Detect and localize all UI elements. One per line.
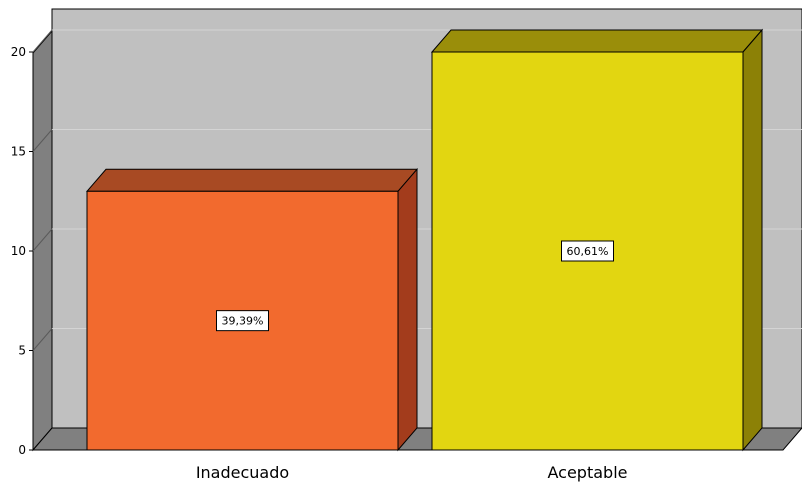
bar-top-face: [85, 168, 419, 192]
y-axis: 0 5 10 15 20: [11, 45, 33, 457]
y-tick-label: 10: [11, 244, 26, 258]
bar-aceptable: 60,61%: [430, 28, 764, 452]
y-tick-label: 0: [18, 443, 26, 457]
gridline-side: [32, 328, 53, 351]
x-axis: Inadecuado Aceptable: [196, 463, 628, 482]
data-label-box: [561, 240, 614, 262]
data-label: 60,61%: [567, 245, 609, 258]
data-label-box: [216, 310, 269, 332]
bar-side-face: [742, 28, 763, 452]
y-tick-label: 5: [18, 344, 26, 358]
gridline-side: [32, 129, 53, 152]
bar-inadecuado: 39,39%: [85, 167, 419, 452]
bar-top-face: [430, 29, 764, 53]
gridline-side: [32, 29, 53, 53]
gridline-side: [32, 228, 53, 252]
x-tick-label: Aceptable: [548, 463, 628, 482]
y-tick-label: 20: [11, 45, 26, 59]
y-tick-label: 15: [11, 145, 26, 159]
x-tick-label: Inadecuado: [196, 463, 289, 482]
bar-side-face: [397, 167, 418, 452]
bars: 39,39% 60,61%: [85, 28, 764, 452]
data-label: 39,39%: [222, 315, 264, 328]
